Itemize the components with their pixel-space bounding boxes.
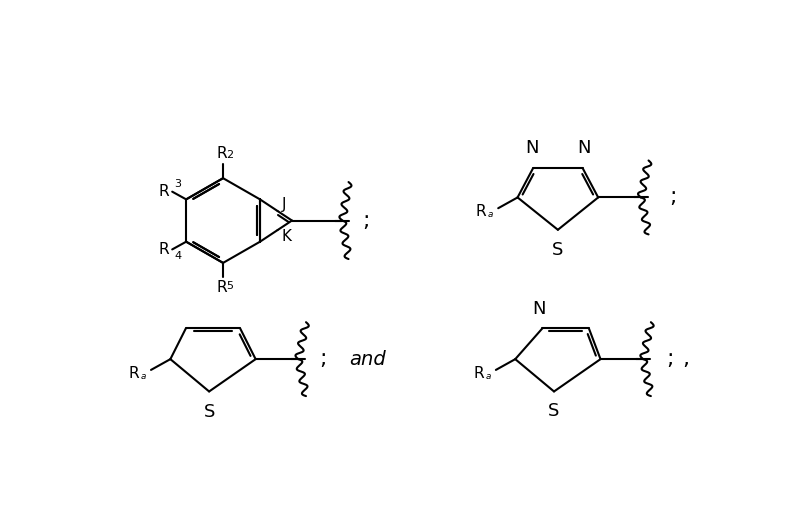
Text: R: R (217, 146, 227, 161)
Text: N: N (525, 139, 539, 157)
Text: S: S (548, 402, 559, 420)
Text: $^{a}$: $^{a}$ (487, 211, 494, 224)
Text: ,: , (683, 349, 689, 369)
Text: N: N (577, 139, 591, 157)
Text: 4: 4 (174, 251, 181, 261)
Text: J: J (282, 197, 286, 213)
Text: ;: ; (670, 187, 677, 207)
Text: R: R (473, 365, 484, 380)
Text: R: R (159, 242, 169, 257)
Text: ;: ; (361, 211, 369, 231)
Text: R: R (217, 280, 227, 295)
Text: R: R (159, 184, 169, 199)
Text: 3: 3 (174, 179, 181, 189)
Text: ;: ; (667, 349, 674, 369)
Text: N: N (533, 300, 546, 317)
Text: S: S (552, 240, 563, 259)
Text: R: R (476, 204, 486, 219)
Text: 5: 5 (225, 281, 233, 292)
Text: $^{a}$: $^{a}$ (140, 373, 147, 385)
Text: $^{a}$: $^{a}$ (485, 373, 492, 385)
Text: 2: 2 (225, 150, 233, 160)
Text: S: S (204, 403, 215, 421)
Text: K: K (282, 229, 291, 244)
Text: ;: ; (320, 349, 327, 369)
Text: R: R (129, 365, 139, 380)
Text: and: and (349, 350, 386, 368)
